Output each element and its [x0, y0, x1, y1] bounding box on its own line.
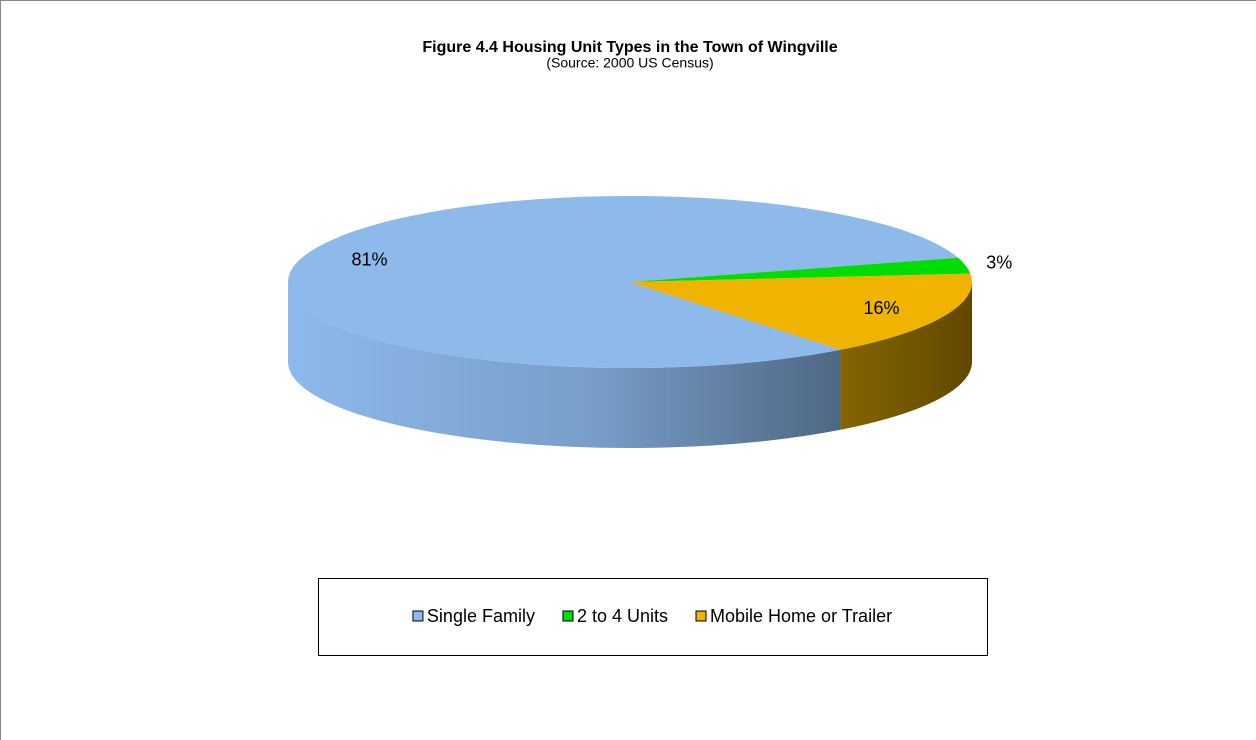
- pie-side: [840, 282, 972, 430]
- legend-swatch: [562, 610, 574, 622]
- chart-title: Figure 4.4 Housing Unit Types in the Tow…: [422, 39, 837, 56]
- pie-slice: [630, 273, 972, 350]
- chart-subtitle: (Source: 2000 US Census): [546, 55, 713, 71]
- data-label: 81%: [351, 250, 387, 270]
- legend-label: Mobile Home or Trailer: [710, 606, 892, 626]
- pie-slice: [630, 257, 971, 282]
- data-label: 16%: [863, 298, 899, 318]
- legend-swatch: [695, 610, 707, 622]
- pie-slice: [287, 195, 959, 368]
- legend-label: Single Family: [427, 606, 535, 626]
- legend-label: 2 to 4 Units: [577, 606, 668, 626]
- data-label: 3%: [986, 253, 1012, 273]
- legend-box: [318, 578, 988, 656]
- legend-swatch: [412, 610, 424, 622]
- pie-side: [288, 282, 841, 448]
